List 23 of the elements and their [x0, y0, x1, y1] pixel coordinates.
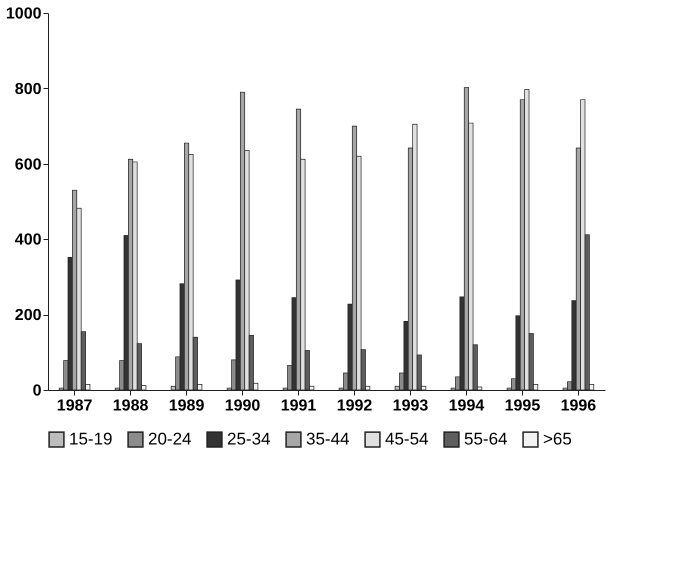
x-tick-label: 1992 — [336, 398, 372, 414]
x-tick-label: 1988 — [112, 398, 148, 414]
x-tick-label: 1989 — [168, 398, 204, 414]
y-tick-label: 200 — [14, 307, 42, 324]
x-tick-label: 1987 — [56, 398, 92, 414]
x-tick-label: 1991 — [280, 398, 316, 414]
x-tick-label: 1995 — [504, 398, 540, 414]
y-tick-label: 800 — [14, 80, 42, 98]
y-tick-label: 1000 — [6, 6, 42, 22]
x-tick-label: 1993 — [392, 398, 428, 414]
y-tick-label: 600 — [14, 156, 42, 174]
x-tick-label: 1996 — [560, 398, 596, 414]
legend-label: 55-64 — [464, 430, 508, 449]
y-tick-label: 400 — [14, 232, 42, 249]
legend-label: 25-34 — [227, 430, 270, 449]
legend-label: 35-44 — [306, 430, 350, 449]
legend-label: >65 — [543, 430, 572, 449]
legend-label: 15-19 — [69, 430, 112, 449]
x-tick-label: 1994 — [448, 398, 484, 414]
y-tick-label: 0 — [32, 382, 42, 400]
x-tick-label: 1990 — [224, 398, 260, 414]
legend-label: 20-24 — [148, 430, 192, 449]
legend-label: 45-54 — [385, 430, 428, 449]
